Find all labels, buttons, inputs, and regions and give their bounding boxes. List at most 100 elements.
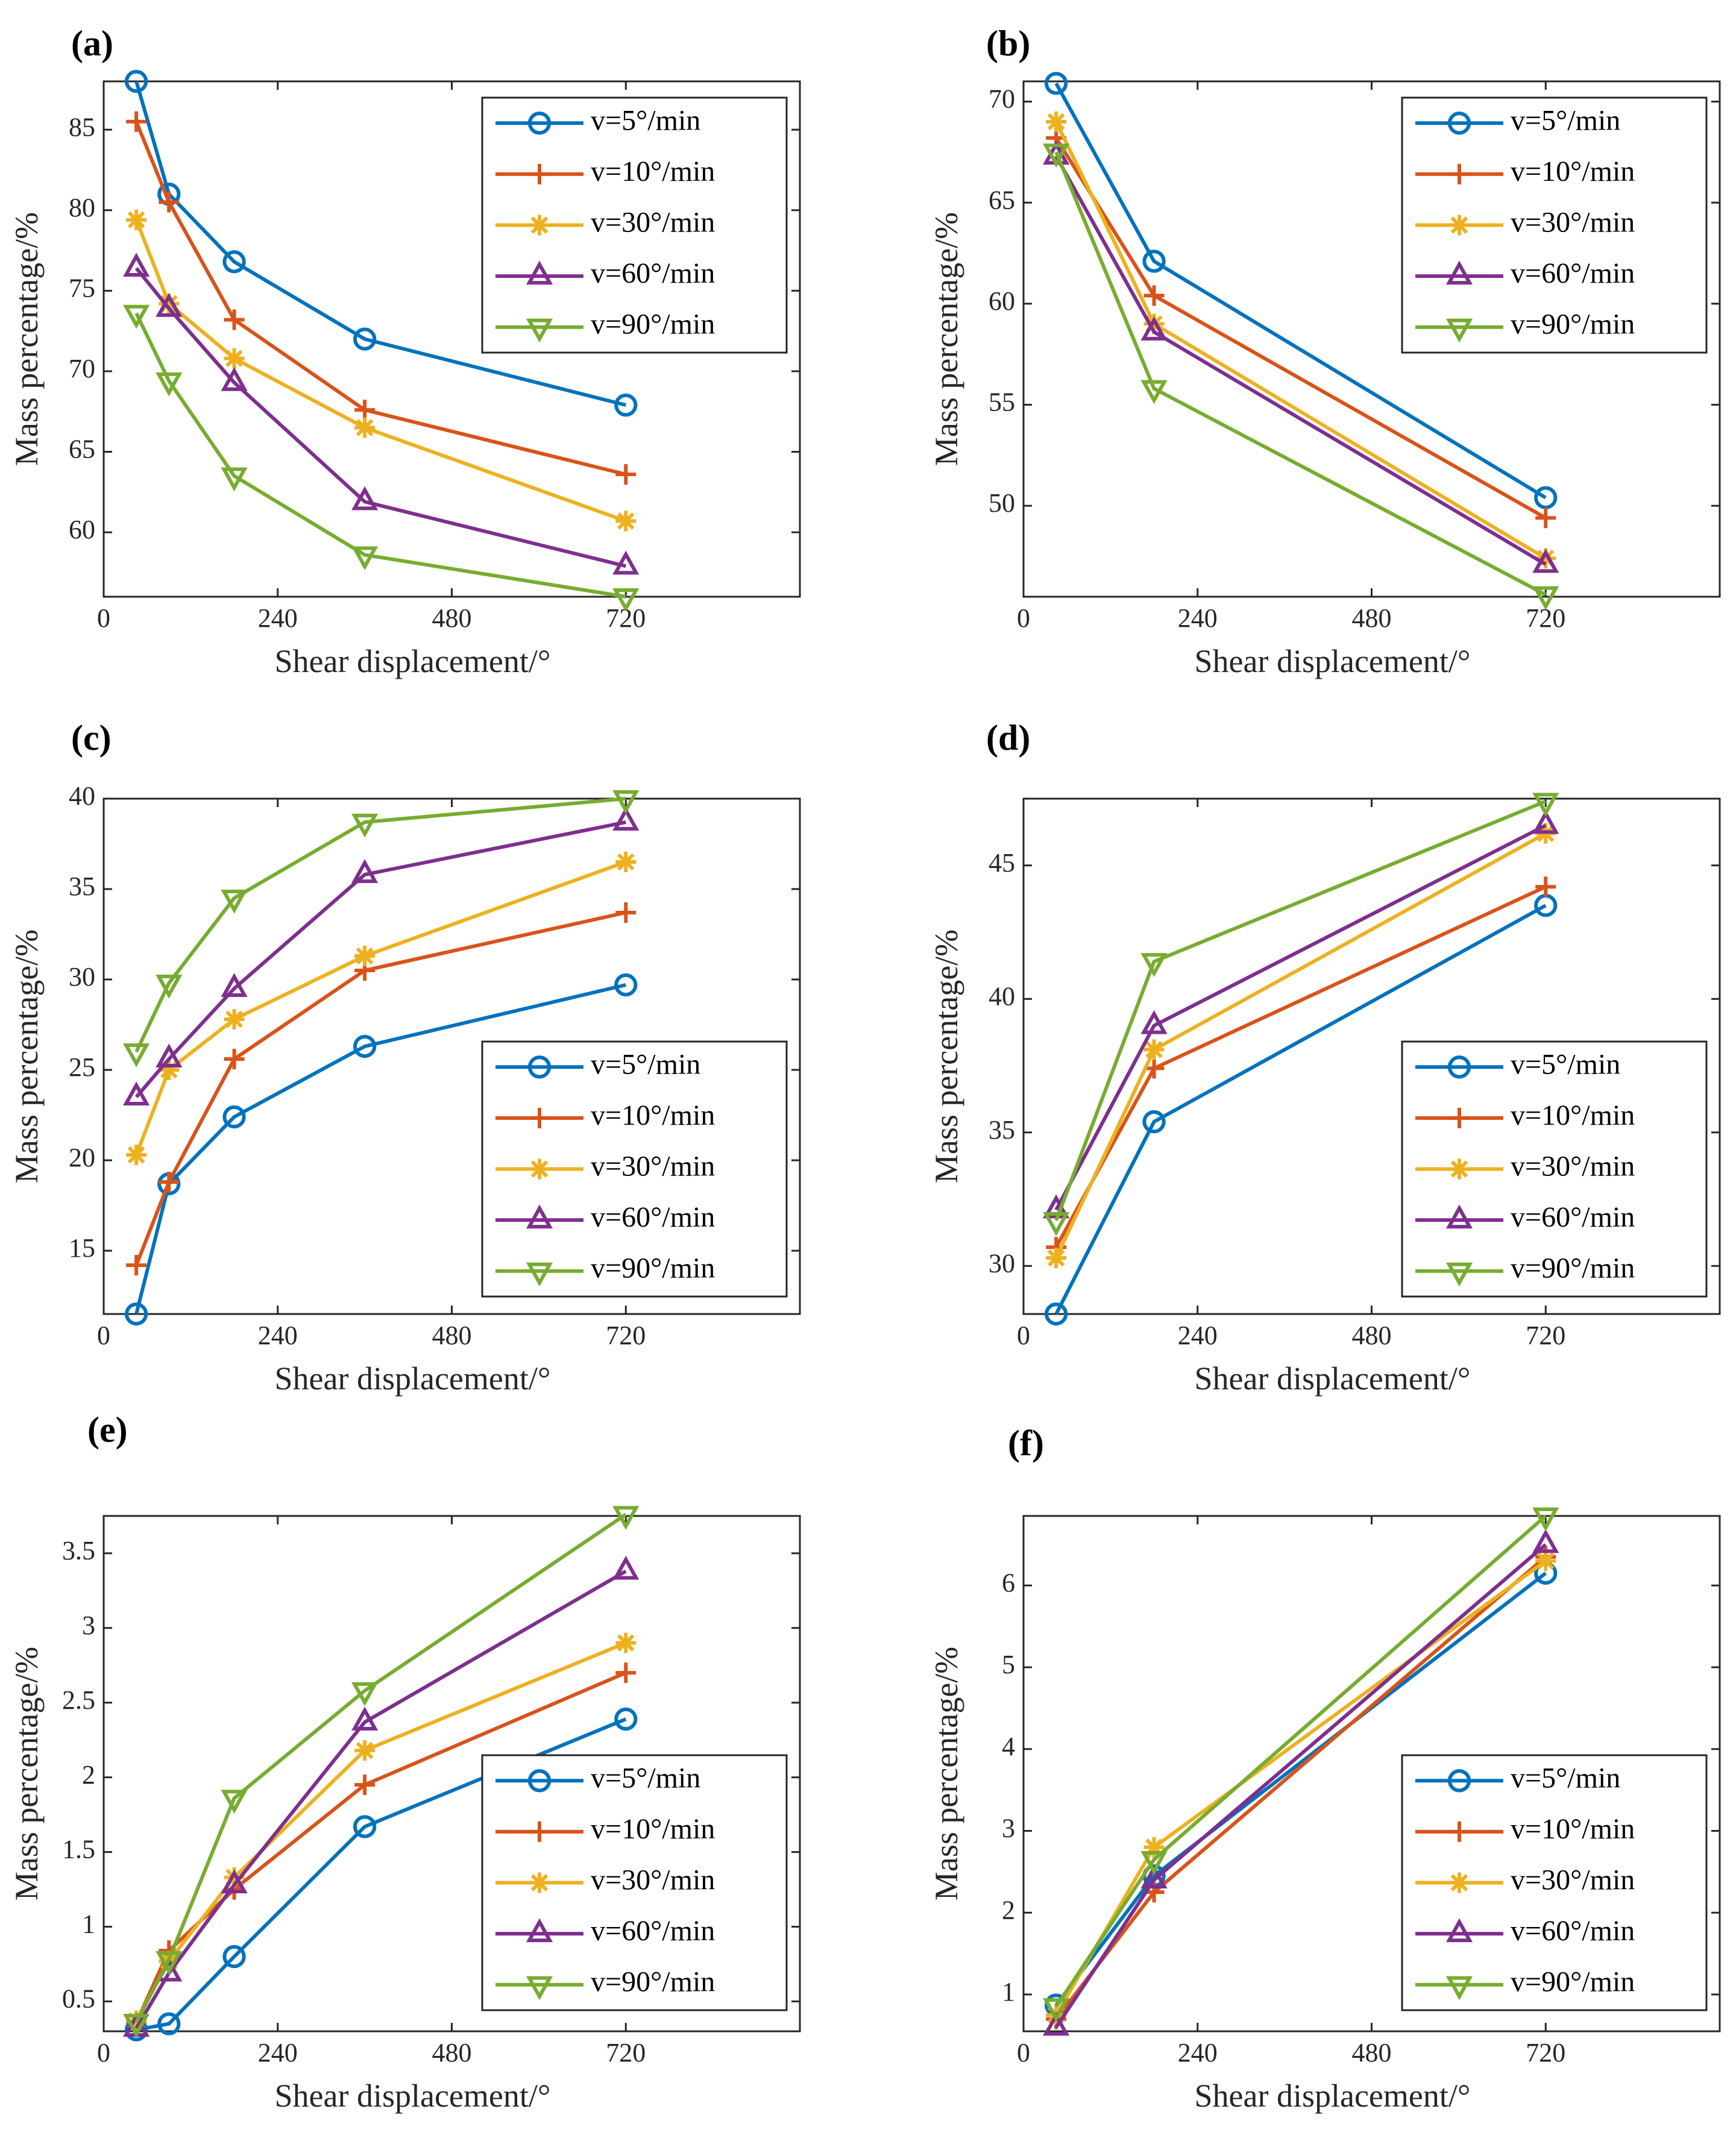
panel-label: (c) — [71, 718, 112, 758]
data-point — [1532, 1507, 1559, 1532]
data-point — [612, 806, 640, 831]
legend-entry-label: v=60°/min — [1511, 1201, 1635, 1233]
legend-marker — [1445, 1976, 1473, 2001]
data-point — [1532, 586, 1559, 610]
data-point — [159, 192, 180, 213]
legend-entry-label: v=90°/min — [1511, 1966, 1635, 1998]
data-point — [1535, 876, 1556, 898]
legend-marker — [1449, 163, 1470, 184]
data-point — [1535, 508, 1556, 529]
x-tick-label: 720 — [1526, 1321, 1565, 1350]
legend-entry-label: v=10°/min — [591, 1813, 715, 1845]
legend-marker — [1445, 1204, 1473, 1229]
legend-entry-label: v=30°/min — [591, 207, 715, 239]
legend-marker — [526, 1204, 553, 1229]
y-tick-label: 3.5 — [62, 1536, 95, 1565]
legend-marker — [529, 1107, 550, 1128]
data-point — [159, 1172, 180, 1192]
x-tick-label: 480 — [432, 2038, 472, 2067]
legend-marker — [1449, 1107, 1470, 1128]
data-point — [1046, 1247, 1067, 1268]
y-tick-label: 2.5 — [62, 1685, 95, 1715]
legend-entry-label: v=5°/min — [1511, 104, 1620, 136]
legend-marker — [526, 318, 553, 343]
x-axis-label: Shear displacement/° — [1195, 1360, 1471, 1397]
plot-area — [123, 69, 640, 610]
data-point — [1535, 1550, 1556, 1571]
x-tick-label: 720 — [1526, 2038, 1565, 2067]
data-point — [156, 974, 183, 999]
data-point — [222, 1105, 246, 1129]
data-point — [1534, 486, 1558, 509]
y-tick-label: 4 — [1002, 1732, 1015, 1761]
legend-entry-label: v=60°/min — [591, 1201, 715, 1233]
data-point — [353, 1815, 377, 1838]
data-point — [1143, 1039, 1165, 1060]
legend-entry-label: v=60°/min — [591, 1915, 715, 1947]
panel-label: (b) — [986, 24, 1030, 63]
data-point — [354, 400, 376, 421]
legend-entry-label: v=30°/min — [591, 1864, 715, 1896]
data-point — [1143, 1837, 1165, 1858]
data-point — [354, 417, 376, 438]
panel-label: (d) — [986, 718, 1030, 758]
data-point — [1140, 953, 1168, 977]
x-tick-label: 0 — [1017, 1321, 1030, 1350]
data-point — [222, 250, 246, 274]
x-tick-label: 240 — [1178, 1321, 1218, 1350]
series-line-1 — [1054, 904, 1547, 1315]
y-tick-label: 30 — [989, 1248, 1015, 1278]
data-point — [126, 209, 147, 230]
data-point — [1140, 1010, 1168, 1034]
data-point — [224, 309, 245, 330]
data-point — [221, 973, 248, 998]
panel-label: (a) — [71, 24, 113, 63]
legend-marker — [526, 1262, 553, 1287]
data-point — [1142, 250, 1166, 273]
data-point — [1532, 793, 1559, 817]
series-line-4 — [1054, 1543, 1547, 2028]
legend-entry-label: v=90°/min — [591, 309, 715, 341]
data-point — [1142, 1110, 1166, 1134]
data-point — [224, 348, 245, 369]
legend-marker — [527, 1055, 552, 1079]
y-tick-label: 20 — [69, 1143, 95, 1172]
legend-entry-label: v=10°/min — [1511, 156, 1635, 187]
data-point — [615, 511, 637, 532]
panel-e: (e) 0 240 480 720 0.5 1 1.5 2 2.5 3 3.5 Shear displa… — [8, 1410, 801, 2114]
y-tick-label: 5 — [1002, 1650, 1015, 1679]
legend-entry-label: v=60°/min — [591, 257, 715, 289]
y-tick-label: 1 — [1002, 1977, 1015, 2007]
x-axis-label: Shear displacement/° — [1195, 643, 1471, 679]
series-line-5 — [134, 797, 626, 1053]
data-point — [1046, 112, 1067, 133]
legend-marker — [529, 1821, 550, 1842]
series-line-1 — [134, 983, 626, 1315]
x-tick-label: 240 — [258, 603, 298, 633]
legend: v=5°/min v=10°/min v=30°/min v=60°/min v=90°… — [1401, 1040, 1708, 1298]
data-point — [1140, 380, 1168, 404]
data-point — [351, 1706, 379, 1731]
legend-entry-label: v=10°/min — [1511, 1813, 1635, 1845]
y-axis-label: Mass percentage/% — [8, 929, 45, 1183]
data-point — [351, 859, 379, 884]
y-axis-label: Mass percentage/% — [8, 1647, 45, 1900]
plot-area — [1043, 793, 1559, 1326]
data-point — [354, 1775, 376, 1796]
data-point — [159, 1060, 180, 1080]
y-tick-label: 85 — [69, 112, 95, 142]
legend-entry-label: v=5°/min — [591, 1048, 700, 1080]
x-tick-label: 0 — [97, 1321, 110, 1350]
legend-marker — [1445, 1262, 1473, 1287]
legend-marker — [526, 260, 553, 285]
panel-c: (c) 0 240 480 720 15 20 25 30 35 40 Shear displacem… — [8, 718, 801, 1397]
data-point — [123, 2014, 150, 2038]
legend-entry-label: v=10°/min — [591, 1099, 715, 1131]
x-tick-label: 480 — [1352, 1321, 1392, 1350]
y-tick-label: 1.5 — [62, 1835, 95, 1864]
data-point — [222, 1944, 246, 1969]
data-point — [615, 1662, 637, 1683]
data-point — [612, 1506, 640, 1530]
